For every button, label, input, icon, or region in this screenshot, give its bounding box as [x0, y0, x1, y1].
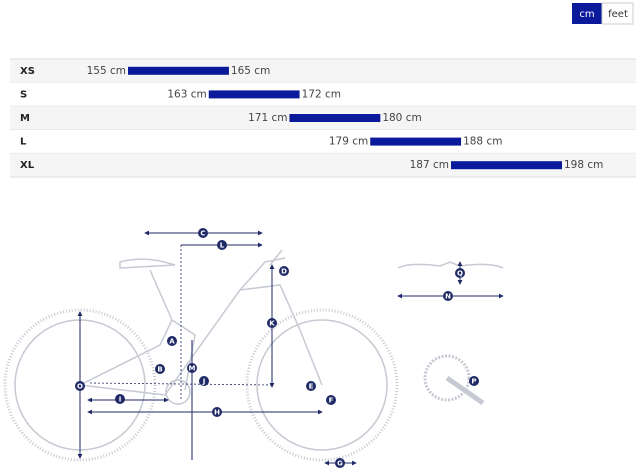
diagram-label: F [329, 397, 334, 405]
range-high-label: 180 cm [382, 112, 421, 124]
feet-button[interactable]: feet [608, 9, 628, 20]
size-label: XS [20, 66, 35, 77]
label-dot [217, 240, 227, 250]
rows: XS 155 cm 165 cm S 163 cm 172 cm M 171 cm 180 cm… [10, 58, 636, 178]
row-bg [10, 59, 636, 83]
unit-toggle: cm feet [572, 2, 634, 25]
diagram-label: P [471, 378, 476, 386]
diagram-label: J [202, 378, 206, 386]
chainring [423, 354, 471, 402]
range-high-label: 198 cm [564, 159, 603, 171]
range-bar [370, 137, 462, 146]
size-label: S [20, 89, 27, 100]
handlebar [397, 261, 504, 269]
label-dot [167, 336, 177, 346]
range-high-label: 165 cm [231, 65, 270, 77]
frame [79, 249, 323, 396]
range-bar [450, 161, 562, 170]
diagram-label: G [337, 460, 343, 468]
label-dot [306, 381, 316, 391]
diagram-label: I [119, 396, 122, 404]
label-dot [267, 318, 277, 328]
cm-button-bg[interactable] [572, 3, 602, 24]
cm-button[interactable]: cm [579, 9, 594, 20]
diagram-label: E [309, 383, 314, 391]
range-bar [208, 90, 300, 99]
range-low-label: 155 cm [87, 65, 126, 77]
feet-button-bg[interactable] [601, 2, 634, 25]
diagram-label: L [220, 242, 225, 250]
crank-arm [445, 375, 485, 406]
row-bg [10, 82, 636, 107]
range-bar [128, 66, 229, 75]
range-low-label: 187 cm [410, 159, 449, 171]
label-dot [187, 363, 197, 373]
size-label: XL [20, 160, 35, 171]
diagram-labels: C L D K A B MJ O I H E F G Q N P [75, 228, 479, 468]
diagram-label: N [445, 293, 451, 301]
label-dot [443, 291, 453, 301]
label-dot [212, 407, 222, 417]
label-dot [155, 364, 165, 374]
range-high-label: 172 cm [302, 88, 341, 100]
label-dot [326, 395, 336, 405]
diagram-label: D [281, 268, 287, 276]
range-high-label: 188 cm [463, 136, 502, 148]
range-low-label: 163 cm [167, 88, 206, 100]
row-bg [10, 129, 636, 154]
crank [165, 379, 191, 405]
front-rim [256, 319, 388, 451]
size-label: M [20, 113, 30, 124]
diagram-label: O [77, 383, 83, 391]
row-bg [10, 153, 636, 177]
diagram-label: H [214, 409, 220, 417]
label-dot [279, 266, 289, 276]
range-low-label: 171 cm [248, 112, 287, 124]
range-low-label: 179 cm [329, 136, 368, 148]
rear-tire [3, 308, 157, 462]
diagram-label: M [189, 365, 196, 373]
label-dot [455, 268, 465, 278]
size-label: L [20, 137, 27, 148]
label-dot [198, 228, 208, 238]
bike-diagram [3, 230, 504, 466]
diagram-label: C [200, 230, 205, 238]
range-bar [289, 114, 381, 122]
front-tire [245, 308, 399, 462]
guide [89, 382, 273, 386]
label-dot [469, 376, 479, 386]
label-dot [115, 394, 125, 404]
diagram-label: K [269, 320, 275, 328]
label-dot [335, 458, 345, 468]
diagram-label: B [157, 366, 162, 374]
diagram-label: Q [457, 270, 463, 278]
label-dot [199, 376, 209, 386]
label-dot [75, 381, 85, 391]
diagram-label: A [169, 338, 175, 346]
